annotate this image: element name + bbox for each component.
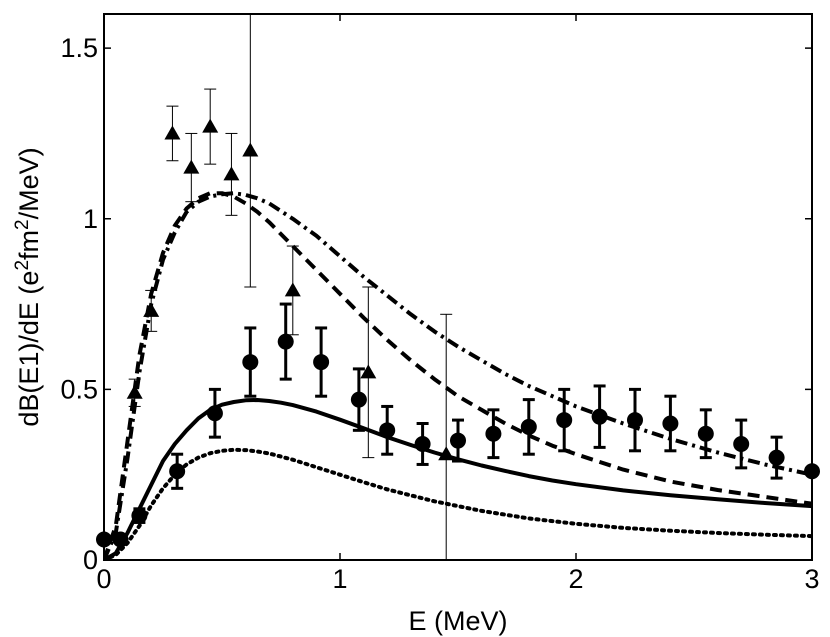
curve-dash-dot xyxy=(104,191,812,560)
data-point-triangle xyxy=(438,446,455,461)
data-point-triangle xyxy=(202,118,219,133)
y-tick-label: 0.5 xyxy=(60,374,98,404)
data-point-triangle xyxy=(284,282,301,297)
data-point-triangle xyxy=(143,302,160,317)
y-tick-label: 1 xyxy=(83,204,98,234)
y-axis-title-part-2: fm xyxy=(14,230,44,260)
data-point-circle xyxy=(414,435,431,452)
data-point-triangle xyxy=(223,166,240,181)
x-tick-label: 2 xyxy=(568,564,583,594)
data-point-circle xyxy=(804,463,820,480)
data-point-circle xyxy=(242,354,259,371)
curve-dotted xyxy=(104,447,812,560)
data-point-circle xyxy=(733,435,750,452)
data-point-circle xyxy=(112,531,129,548)
data-point-circle xyxy=(768,449,785,466)
y-axis-title-part-1: dB(E1)/dE (e xyxy=(14,271,44,427)
data-point-circle xyxy=(591,408,608,425)
data-point-circle xyxy=(96,531,112,548)
curve-solid xyxy=(104,398,812,560)
y-axis-title: dB(E1)/dE (e2fm2/MeV) xyxy=(12,147,44,426)
x-tick-label: 1 xyxy=(332,564,347,594)
data-point-circle xyxy=(627,412,643,429)
data-point-circle xyxy=(350,391,367,408)
data-point-circle xyxy=(206,405,223,422)
y-axis-title-sup-2: 2 xyxy=(12,219,33,230)
data-point-triangle xyxy=(164,125,181,140)
y-axis-title-sup-1: 2 xyxy=(12,260,33,271)
data-point-circle xyxy=(485,425,502,442)
data-point-circle xyxy=(520,418,537,435)
data-point-triangle xyxy=(183,159,200,174)
data-point-circle xyxy=(131,507,148,524)
data-point-circle xyxy=(450,432,466,449)
data-point-circle xyxy=(556,412,573,429)
x-axis-title: E (MeV) xyxy=(408,606,507,636)
data-point-circle xyxy=(169,463,186,480)
x-tick-label: 3 xyxy=(804,564,819,594)
data-point-triangle xyxy=(126,384,143,399)
data-point-circle xyxy=(697,425,714,442)
data-point-circle xyxy=(277,333,294,350)
x-tick-label: 0 xyxy=(96,564,111,594)
data-point-circle xyxy=(313,354,330,371)
data-point-circle xyxy=(662,415,679,432)
data-point-triangle xyxy=(360,364,377,379)
y-tick-label: 0 xyxy=(83,545,98,575)
data-point-triangle xyxy=(242,142,259,157)
data-point-circle xyxy=(379,422,396,439)
y-tick-label: 1.5 xyxy=(60,33,98,63)
plot-area xyxy=(103,13,813,561)
y-axis-title-part-3: /MeV) xyxy=(14,147,44,219)
